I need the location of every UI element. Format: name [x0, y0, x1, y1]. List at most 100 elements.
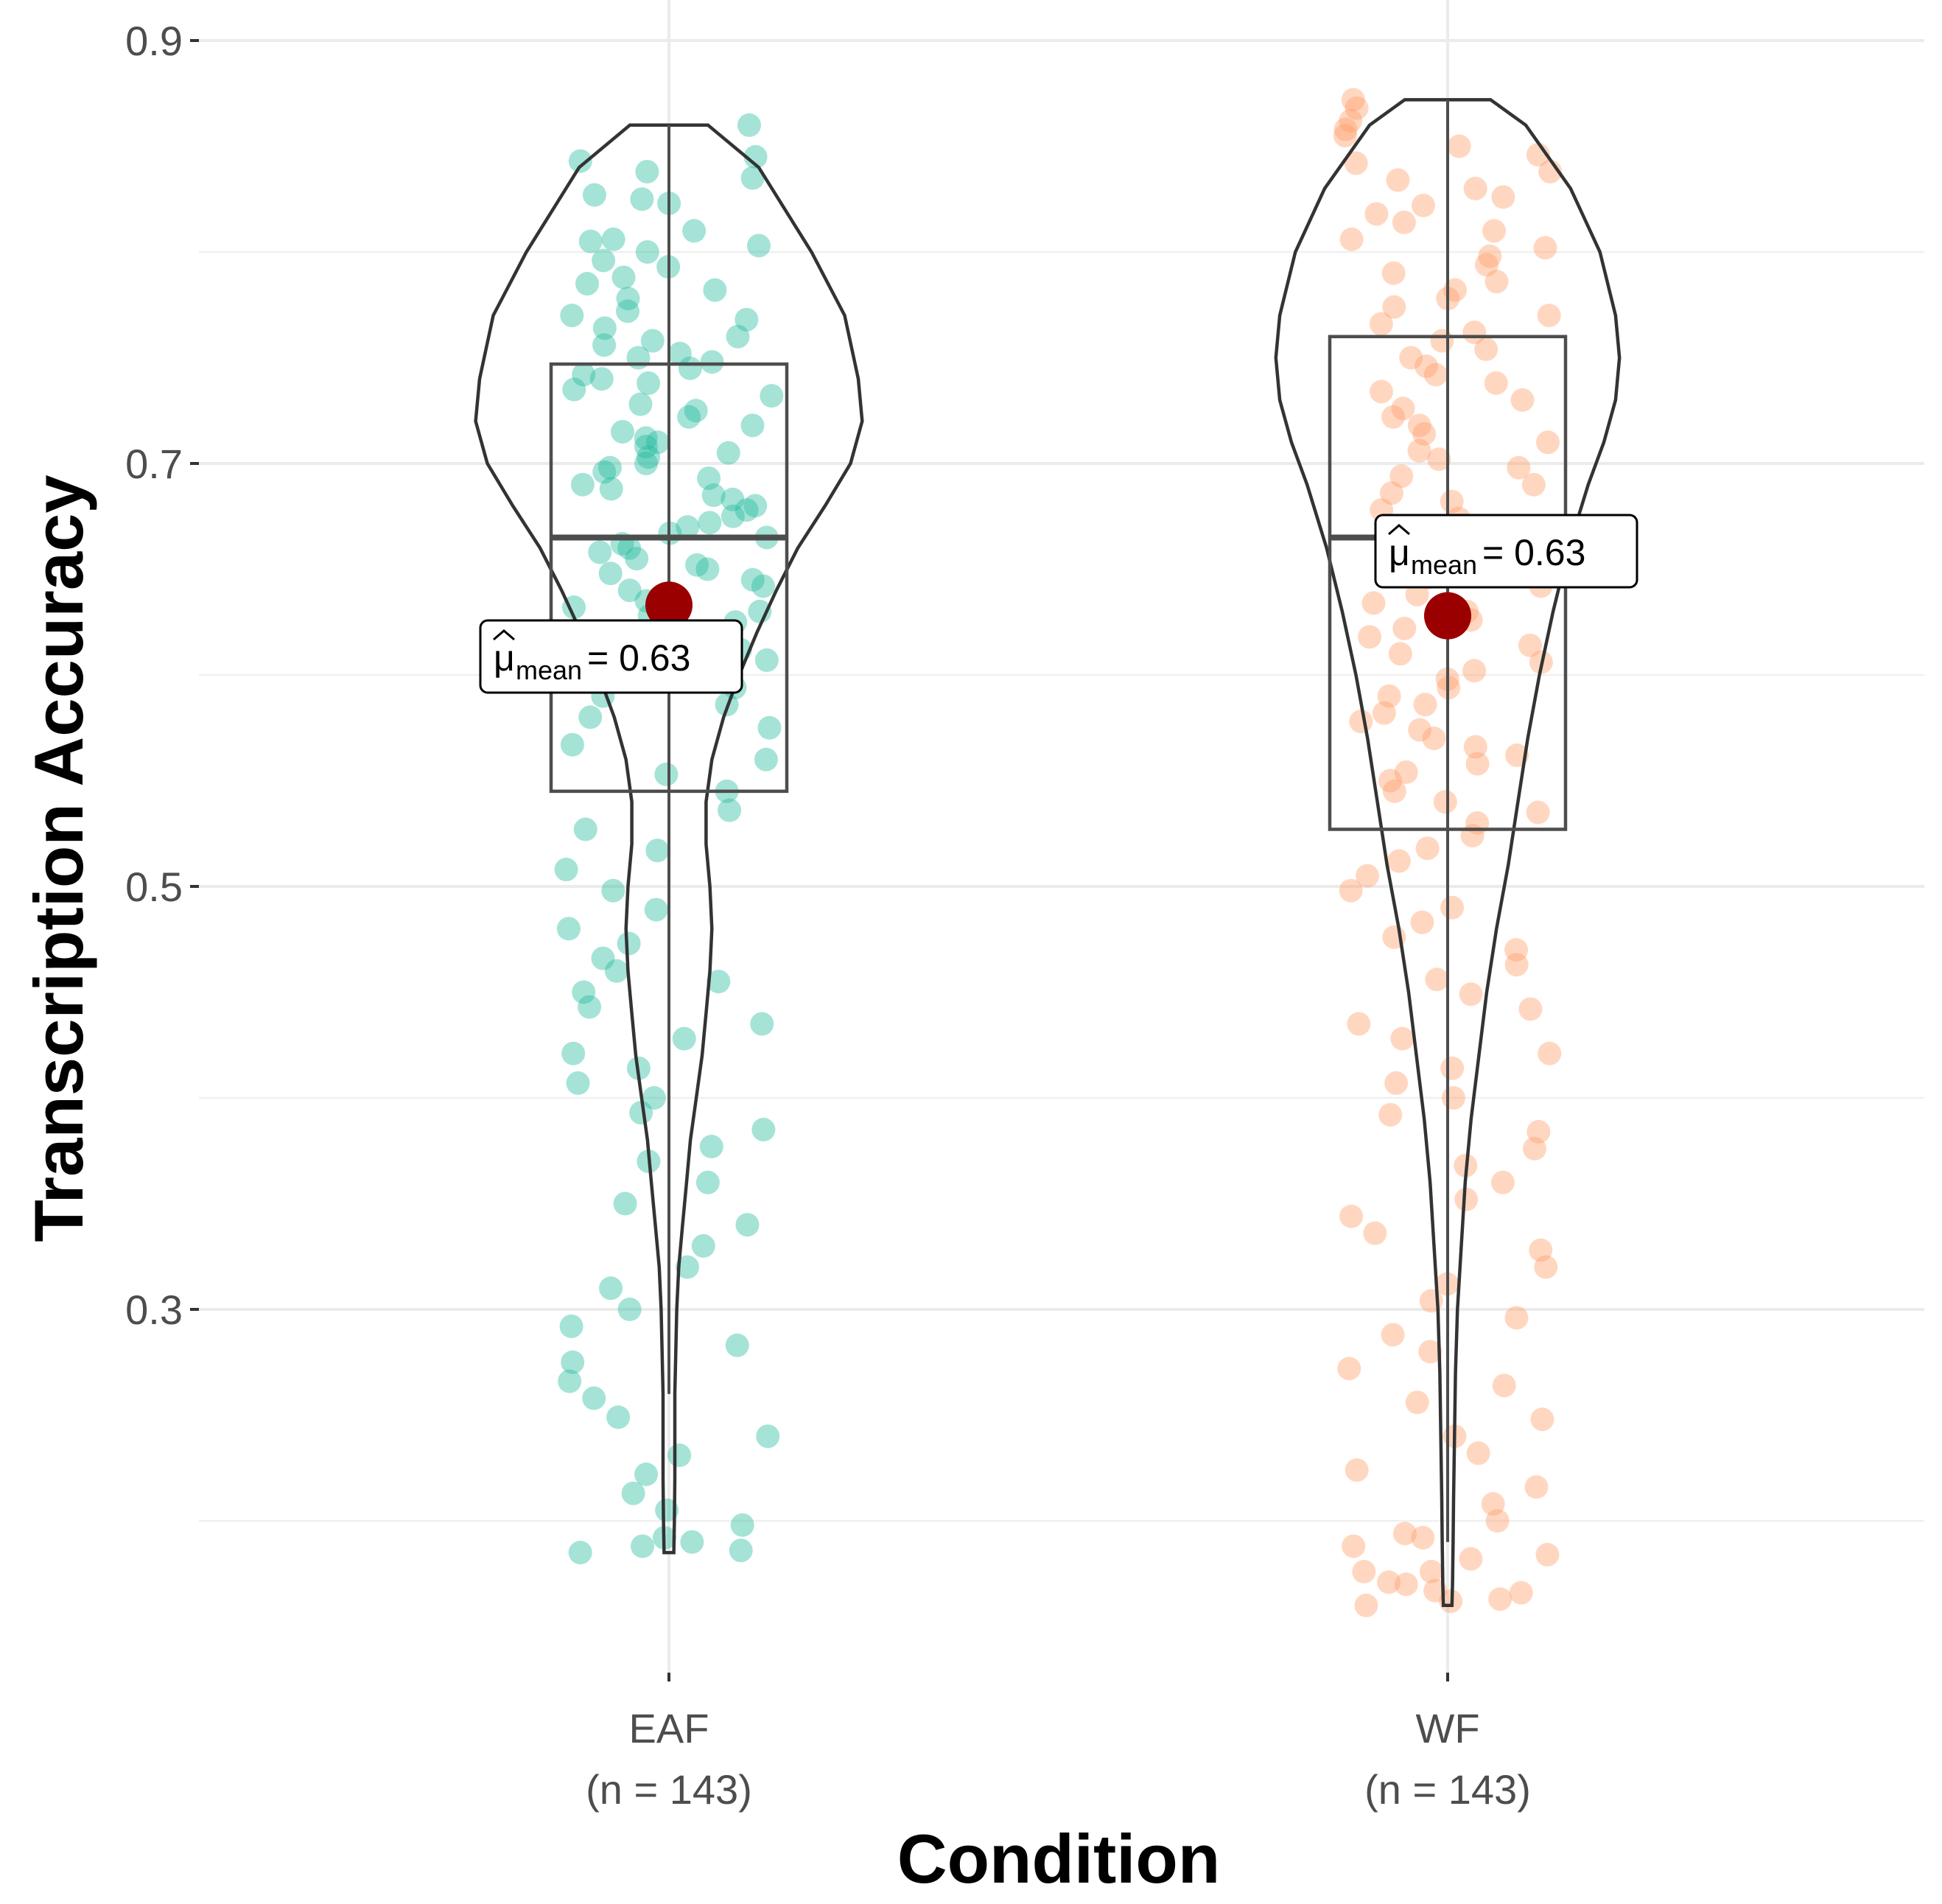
data-point: [695, 1170, 720, 1194]
data-point: [1392, 616, 1417, 640]
data-point: [597, 455, 622, 480]
data-point: [746, 234, 771, 258]
data-point: [568, 1541, 592, 1565]
data-point: [1522, 1136, 1546, 1161]
data-point: [1440, 895, 1465, 920]
data-point: [1474, 337, 1498, 362]
data-point: [748, 599, 772, 623]
data-point: [1382, 295, 1406, 319]
data-point: [680, 1530, 704, 1554]
data-point: [606, 1405, 631, 1429]
data-point: [1392, 1522, 1417, 1546]
data-point: [629, 1101, 653, 1125]
data-point: [1388, 642, 1412, 666]
data-point: [1481, 1492, 1505, 1516]
data-point: [1392, 210, 1416, 234]
data-point: [1441, 1086, 1465, 1110]
data-point: [1387, 849, 1411, 873]
data-point: [735, 498, 759, 522]
data-point: [560, 732, 584, 757]
data-point: [1504, 938, 1529, 962]
mean-label-box: [1374, 514, 1638, 589]
data-point: [642, 1086, 666, 1110]
data-point: [1345, 1458, 1369, 1483]
data-point: [1419, 1559, 1443, 1583]
data-point: [1333, 124, 1357, 148]
data-point: [1530, 1407, 1554, 1432]
data-point: [703, 278, 727, 302]
data-point: [578, 995, 602, 1019]
data-point: [635, 240, 659, 264]
data-point: [601, 227, 625, 251]
data-point: [1463, 735, 1487, 759]
data-point: [628, 392, 653, 416]
x-tick-n-label: (n = 143): [586, 1766, 752, 1813]
mean-label-sub: mean: [516, 655, 582, 685]
data-point: [562, 377, 586, 402]
data-point: [1422, 727, 1446, 751]
data-point: [760, 384, 784, 408]
data-point: [644, 897, 668, 922]
data-point: [1425, 967, 1449, 992]
data-point: [655, 1498, 679, 1522]
data-point: [1377, 684, 1401, 708]
data-point: [701, 483, 726, 508]
data-point: [725, 1333, 749, 1357]
data-point: [684, 399, 708, 423]
data-point: [1408, 718, 1432, 742]
data-point: [637, 445, 661, 469]
data-point: [626, 346, 651, 370]
data-point: [617, 1298, 642, 1321]
data-point: [1478, 244, 1502, 268]
data-point: [721, 504, 745, 528]
data-point: [1361, 591, 1386, 615]
data-point: [588, 540, 612, 564]
data-point: [575, 272, 600, 296]
mean-label-hat: [493, 629, 515, 641]
data-point: [1454, 1187, 1479, 1211]
data-point: [756, 1424, 780, 1449]
data-point: [1462, 321, 1487, 345]
data-point: [613, 1191, 637, 1216]
data-point: [1423, 363, 1448, 387]
data-point: [1381, 1323, 1405, 1347]
data-point: [554, 858, 578, 882]
data-point: [1423, 1578, 1448, 1603]
mean-label-value: = 0.63: [587, 637, 690, 679]
data-point: [1510, 388, 1535, 412]
data-point: [1345, 96, 1369, 120]
data-point: [556, 917, 581, 941]
grid: [199, 0, 1924, 1673]
data-point: [676, 515, 700, 539]
data-point: [1537, 304, 1561, 328]
data-point: [1504, 1306, 1529, 1330]
data-point: [1364, 202, 1389, 226]
data-point: [1492, 1373, 1516, 1398]
data-point: [630, 187, 654, 211]
x-tick-label: WF: [1415, 1705, 1479, 1751]
groups: μ mean = 0.63μ mean = 0.63: [474, 88, 1638, 1617]
data-point: [700, 350, 724, 374]
data-point: [645, 430, 670, 455]
data-point: [1443, 278, 1468, 302]
data-point: [1405, 1390, 1429, 1415]
data-point: [1352, 1559, 1376, 1583]
data-point: [1382, 779, 1406, 803]
data-point: [1363, 1221, 1387, 1245]
y-tick-label: 0.7: [125, 441, 183, 487]
data-point: [582, 1386, 606, 1410]
data-point: [675, 1255, 699, 1279]
data-point: [1482, 219, 1507, 243]
data-point: [604, 959, 628, 983]
data-point: [735, 307, 759, 332]
data-point: [1355, 864, 1379, 888]
data-point: [1389, 464, 1414, 489]
mean-label-value: = 0.63: [1482, 532, 1585, 573]
data-point: [1534, 1255, 1558, 1279]
data-point: [672, 1026, 696, 1051]
data-point: [640, 329, 665, 353]
data-point: [616, 299, 640, 323]
mean-point: [645, 581, 693, 629]
data-point: [634, 1462, 659, 1486]
data-point: [1526, 1119, 1551, 1144]
